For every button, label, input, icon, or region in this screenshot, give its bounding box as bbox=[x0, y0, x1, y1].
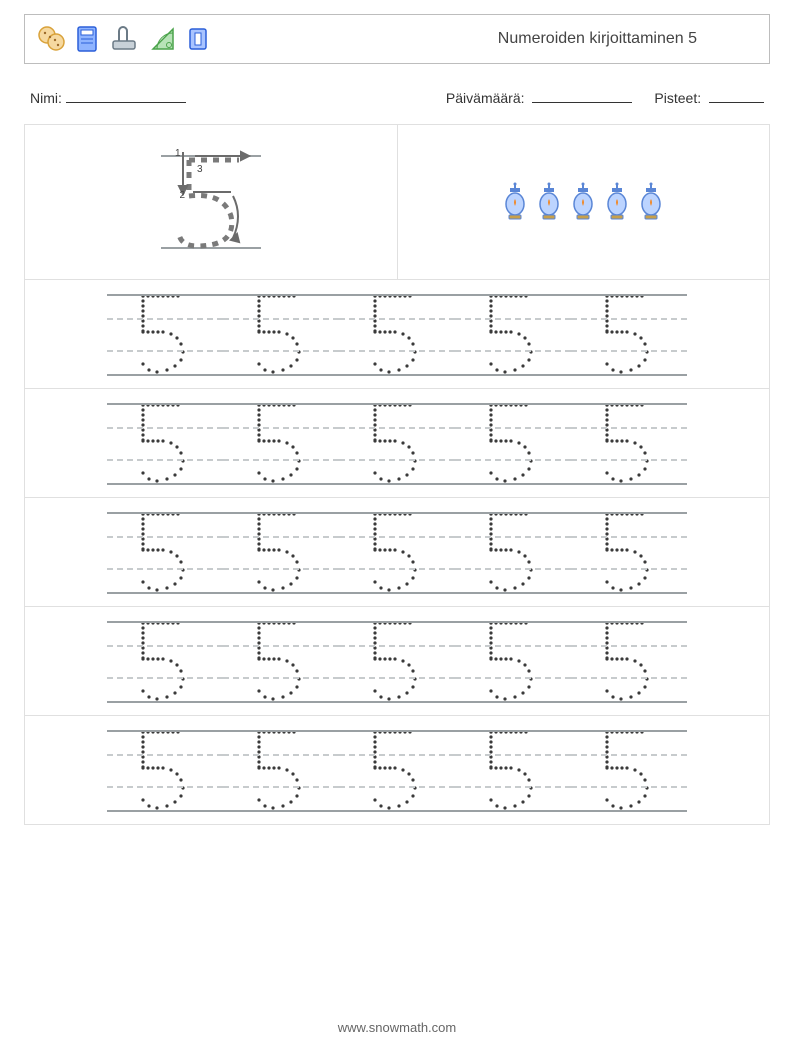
dotted-five bbox=[601, 512, 657, 592]
trace-row bbox=[25, 389, 769, 498]
name-label: Nimi: bbox=[30, 90, 62, 106]
score-blank[interactable] bbox=[709, 88, 764, 103]
trace-row bbox=[25, 280, 769, 389]
dotted-five bbox=[137, 730, 193, 810]
footer-url: www.snowmath.com bbox=[0, 1020, 794, 1035]
trace-grid bbox=[137, 403, 657, 483]
dotted-five bbox=[485, 294, 541, 374]
dotted-five bbox=[137, 294, 193, 374]
trace-cell[interactable] bbox=[137, 621, 193, 701]
stroke-label-1: 1 bbox=[175, 148, 181, 159]
trace-cell[interactable] bbox=[369, 512, 425, 592]
lantern-icon bbox=[638, 182, 664, 222]
dotted-five bbox=[253, 403, 309, 483]
score-label: Pisteet: bbox=[654, 90, 701, 106]
stroke-order-figure: 1 2 3 bbox=[141, 142, 281, 262]
stroke-label-2: 2 bbox=[179, 190, 185, 201]
date-label: Päivämäärä: bbox=[446, 90, 525, 106]
dotted-five bbox=[485, 621, 541, 701]
dotted-five bbox=[253, 730, 309, 810]
trace-grid bbox=[137, 621, 657, 701]
dotted-five bbox=[369, 294, 425, 374]
meta-name: Nimi: bbox=[30, 88, 446, 106]
trace-cell[interactable] bbox=[601, 621, 657, 701]
dotted-five bbox=[601, 730, 657, 810]
trace-cell[interactable] bbox=[253, 730, 309, 810]
dotted-five bbox=[485, 730, 541, 810]
dotted-five bbox=[369, 621, 425, 701]
lantern-icon bbox=[536, 182, 562, 222]
trace-cell[interactable] bbox=[485, 512, 541, 592]
lantern-row bbox=[502, 182, 664, 222]
trace-cell[interactable] bbox=[369, 730, 425, 810]
dotted-five bbox=[369, 403, 425, 483]
protractor-icon bbox=[149, 25, 177, 53]
trace-cell[interactable] bbox=[601, 294, 657, 374]
meta-score: Pisteet: bbox=[654, 88, 764, 106]
dotted-five bbox=[601, 621, 657, 701]
trace-cell[interactable] bbox=[485, 730, 541, 810]
count-objects-cell bbox=[398, 125, 770, 279]
stroke-order-cell: 1 2 3 bbox=[25, 125, 398, 279]
trace-row bbox=[25, 498, 769, 607]
trace-cell[interactable] bbox=[369, 621, 425, 701]
trace-cell[interactable] bbox=[253, 403, 309, 483]
header-box: Numeroiden kirjoittaminen 5 bbox=[24, 14, 770, 64]
dotted-five bbox=[485, 512, 541, 592]
dotted-five bbox=[253, 621, 309, 701]
lantern-icon bbox=[570, 182, 596, 222]
trace-cell[interactable] bbox=[601, 730, 657, 810]
lantern-icon bbox=[502, 182, 528, 222]
worksheet-page: Numeroiden kirjoittaminen 5 Nimi: Päiväm… bbox=[0, 0, 794, 1053]
trace-row bbox=[25, 607, 769, 716]
trace-cell[interactable] bbox=[601, 403, 657, 483]
book-icon bbox=[75, 25, 99, 53]
eraser-icon bbox=[109, 25, 139, 53]
dotted-five bbox=[601, 294, 657, 374]
stroke-label-3: 3 bbox=[197, 164, 203, 175]
trace-cell[interactable] bbox=[137, 294, 193, 374]
trace-row bbox=[25, 716, 769, 824]
demo-row: 1 2 3 bbox=[25, 125, 769, 280]
name-blank[interactable] bbox=[66, 88, 186, 103]
dotted-five bbox=[137, 403, 193, 483]
trace-cell[interactable] bbox=[485, 621, 541, 701]
dotted-five bbox=[601, 403, 657, 483]
trace-grid bbox=[137, 512, 657, 592]
trace-cell[interactable] bbox=[601, 512, 657, 592]
meta-row: Nimi: Päivämäärä: Pisteet: bbox=[30, 88, 764, 106]
workbox: 1 2 3 bbox=[24, 124, 770, 825]
cookies-icon bbox=[37, 25, 65, 53]
dotted-five bbox=[369, 730, 425, 810]
dotted-five bbox=[137, 512, 193, 592]
dotted-five bbox=[485, 403, 541, 483]
meta-date: Päivämäärä: bbox=[446, 88, 632, 106]
lantern-icon bbox=[604, 182, 630, 222]
dotted-five bbox=[369, 512, 425, 592]
dotted-five bbox=[137, 621, 193, 701]
worksheet-title: Numeroiden kirjoittaminen 5 bbox=[498, 30, 757, 48]
trace-cell[interactable] bbox=[253, 621, 309, 701]
dotted-five bbox=[253, 294, 309, 374]
trace-cell[interactable] bbox=[253, 294, 309, 374]
trace-cell[interactable] bbox=[137, 403, 193, 483]
trace-cell[interactable] bbox=[137, 730, 193, 810]
trace-grid bbox=[137, 730, 657, 810]
header-icons bbox=[37, 25, 209, 53]
sharpener-icon bbox=[187, 25, 209, 53]
trace-cell[interactable] bbox=[137, 512, 193, 592]
trace-cell[interactable] bbox=[253, 512, 309, 592]
trace-cell[interactable] bbox=[369, 294, 425, 374]
trace-cell[interactable] bbox=[369, 403, 425, 483]
dotted-five bbox=[253, 512, 309, 592]
date-blank[interactable] bbox=[532, 88, 632, 103]
trace-cell[interactable] bbox=[485, 294, 541, 374]
trace-cell[interactable] bbox=[485, 403, 541, 483]
trace-grid bbox=[137, 294, 657, 374]
